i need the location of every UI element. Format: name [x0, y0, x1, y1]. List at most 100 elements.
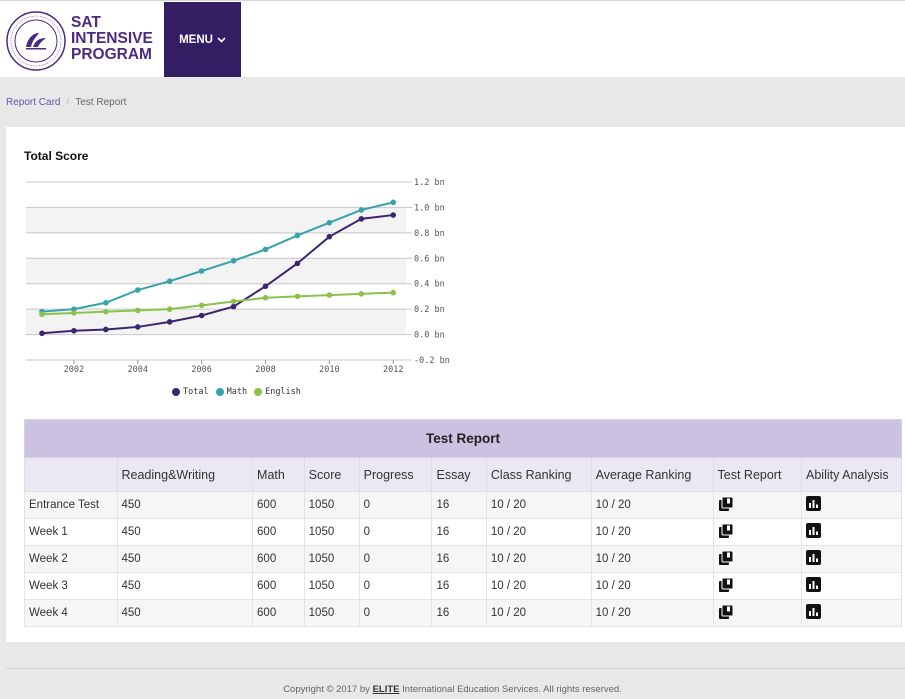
bar-chart-icon[interactable]: [806, 496, 821, 514]
total-score-chart: 1.2 bn 1.0 bn 0.8 bn 0.6 bn 0.4 bn 0.2 bn 0.0 …: [26, 178, 450, 375]
column-header: Test Report: [712, 457, 803, 492]
table-cell: Week 1: [24, 518, 118, 546]
x-tick-label: 2006: [191, 365, 211, 375]
legend-item-math[interactable]: Math: [215, 387, 248, 397]
table-row: Week 3 450 600 1050 0 16 10 / 20 10 / 20: [24, 572, 902, 600]
program-brand: SAT INTENSIVE PROGRAM: [71, 15, 153, 63]
table-cell: 450: [116, 599, 254, 627]
table-row: Entrance Test 450 600 1050 0 16 10 / 20 10 / 20: [24, 491, 902, 519]
y-tick-label: 0.8 bn: [414, 229, 445, 239]
data-point-math: [166, 278, 173, 284]
series-line-math: [41, 201, 394, 313]
breadcrumb-report-card-link[interactable]: Report Card: [6, 97, 61, 108]
table-cell: 600: [252, 545, 305, 573]
table-cell: 10 / 20: [590, 491, 714, 519]
bar-chart-icon[interactable]: [806, 523, 821, 541]
bar-chart-icon[interactable]: [806, 604, 821, 622]
y-tick-label: 0.2 bn: [414, 305, 445, 315]
bar-chart-icon[interactable]: [806, 550, 821, 568]
data-point-total: [71, 327, 77, 334]
copy-report-icon[interactable]: [718, 523, 734, 542]
data-point-math: [326, 219, 333, 226]
data-point-total: [390, 212, 397, 218]
column-header: Progress: [358, 457, 433, 492]
data-point-english: [230, 298, 237, 305]
legend-marker: [254, 388, 263, 396]
table-cell: Week 3: [24, 572, 118, 600]
series-line-english: [41, 291, 394, 316]
bar-chart-icon[interactable]: [806, 577, 821, 595]
data-point-english: [326, 292, 333, 298]
breadcrumb-separator: /: [66, 97, 70, 108]
menu-button[interactable]: MENU: [164, 2, 241, 77]
brand-line-1: SAT: [71, 14, 101, 31]
legend-marker: [172, 388, 180, 396]
table-cell: 0: [358, 572, 433, 600]
column-header: Ability Analysis: [801, 457, 902, 492]
table-cell: 450: [116, 572, 254, 600]
data-point-math: [103, 299, 109, 306]
footer-suffix: International Education Services. All ri…: [402, 684, 622, 695]
legend-label: Total: [183, 387, 209, 397]
data-point-math: [198, 268, 205, 274]
table-cell: 0: [358, 491, 433, 519]
test-report-cell: [712, 518, 803, 546]
legend-marker: [215, 388, 224, 396]
chart-band: [26, 207, 406, 233]
y-tick-label: 1.0 bn: [414, 203, 445, 213]
test-report-cell: [712, 599, 803, 627]
table-cell: Entrance Test: [24, 491, 118, 519]
copy-report-icon[interactable]: [718, 496, 734, 515]
data-point-total: [39, 330, 45, 337]
table-cell: 600: [252, 518, 305, 546]
column-header: Essay: [431, 457, 487, 492]
legend-item-english[interactable]: English: [254, 387, 301, 397]
footer-divider: [6, 668, 905, 669]
table-row: Week 2 450 600 1050 0 16 10 / 20 10 / 20: [24, 545, 902, 573]
column-header: Reading&Writing: [116, 457, 254, 492]
copy-report-icon[interactable]: [718, 550, 734, 569]
footer-brand-link[interactable]: ELITE: [372, 684, 400, 695]
brand-line-3: PROGRAM: [71, 46, 152, 63]
x-tick-label: 2012: [383, 365, 403, 375]
test-report-cell: [712, 572, 803, 600]
x-tick-label: 2002: [64, 365, 84, 375]
data-point-total: [326, 233, 333, 240]
legend-item-total[interactable]: Total: [172, 387, 209, 397]
report-card-panel: Total Score 1.2 bn 1.0 bn 0.8 bn 0.6 bn 0.4 …: [6, 127, 905, 642]
table-cell: 0: [358, 599, 433, 627]
data-point-math: [262, 246, 269, 253]
table-cell: 0: [358, 545, 433, 573]
ability-analysis-cell: [801, 599, 902, 627]
data-point-english: [358, 291, 365, 297]
column-header: Average Ranking: [590, 457, 714, 492]
table-cell: 10 / 20: [590, 545, 714, 573]
data-point-total: [166, 319, 173, 325]
table-cell: 16: [431, 599, 487, 627]
elite-seal-logo[interactable]: [6, 11, 66, 71]
test-report-table: Test Report Reading&Writing Math Score Prog…: [24, 419, 902, 627]
legend-label: Math: [226, 387, 248, 397]
copy-report-icon[interactable]: [718, 577, 734, 596]
table-cell: 450: [116, 518, 254, 546]
table-cell: 600: [252, 491, 305, 519]
table-row: Week 1 450 600 1050 0 16 10 / 20 10 / 20: [24, 518, 902, 546]
data-point-math: [390, 199, 397, 206]
table-cell: 600: [252, 599, 305, 627]
column-header: Math: [252, 457, 305, 492]
y-tick-label: 0.6 bn: [414, 254, 445, 264]
table-cell: 10 / 20: [485, 518, 592, 546]
data-point-math: [358, 207, 365, 213]
table-cell: 16: [431, 518, 487, 546]
table-cell: 16: [431, 545, 487, 573]
test-report-cell: [712, 491, 803, 519]
data-point-english: [71, 310, 77, 316]
table-cell: 0: [358, 518, 433, 546]
x-tick-label: 2010: [319, 365, 339, 375]
footer-prefix: Copyright © 2017 by: [283, 684, 370, 695]
menu-label: MENU: [179, 33, 213, 46]
copy-report-icon[interactable]: [718, 604, 734, 623]
data-point-total: [294, 260, 301, 267]
y-tick-label: -0.2 bn: [414, 356, 450, 366]
table-cell: 10 / 20: [485, 572, 592, 600]
